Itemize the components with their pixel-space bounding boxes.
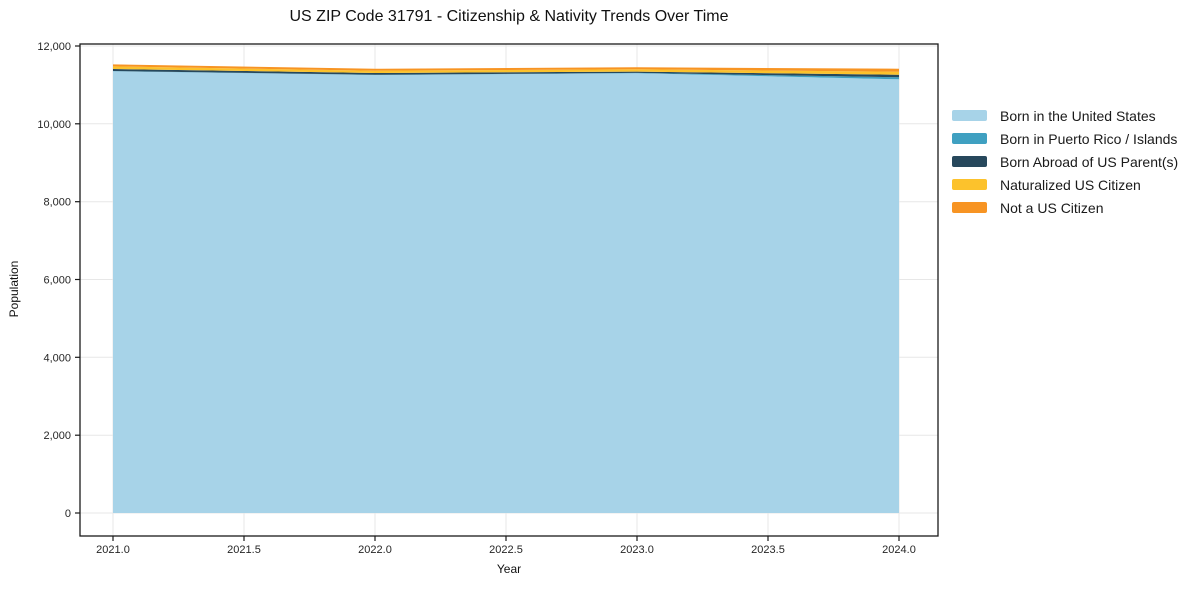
x-tick-label: 2022.5 (489, 544, 523, 556)
area-born-abroad-of-us-parent-s (113, 69, 899, 78)
x-tick-label: 2024.0 (882, 544, 916, 556)
chart-title: US ZIP Code 31791 - Citizenship & Nativi… (289, 8, 729, 25)
x-tick-label: 2023.0 (620, 544, 654, 556)
x-tick-label: 2021.5 (227, 544, 261, 556)
y-axis-label: Population (7, 260, 21, 318)
y-tick-label: 0 (65, 508, 71, 520)
plot-frame (79, 43, 939, 537)
legend-item-label: Born Abroad of US Parent(s) (1000, 153, 1179, 170)
legend-item: Not a US Citizen (952, 196, 1178, 219)
x-axis-ticks: 2021.0 2021.5 2022.0 2022.5 2023.0 2023.5 2024… (96, 536, 916, 556)
area-layers (113, 64, 899, 514)
legend-swatch (952, 133, 987, 144)
x-tick-label: 2022.0 (358, 544, 392, 556)
y-tick-label: 6,000 (43, 275, 71, 287)
legend-swatch (952, 110, 987, 121)
legend-item-label: Born in the United States (1000, 107, 1156, 124)
area-not-a-us-citizen (113, 64, 899, 72)
legend-item: Born in Puerto Rico / Islands (952, 127, 1178, 150)
legend-item-label: Not a US Citizen (1000, 199, 1104, 216)
x-tick-label: 2023.5 (751, 544, 785, 556)
legend-item-label: Born in Puerto Rico / Islands (1000, 130, 1178, 147)
y-tick-label: 4,000 (43, 352, 71, 364)
legend-swatch (952, 202, 987, 213)
area-naturalized-us-citizen (113, 66, 899, 75)
legend: Born in the United States Born in Puerto… (952, 104, 1178, 219)
x-axis-label: Year (496, 562, 522, 576)
legend-item: Born Abroad of US Parent(s) (952, 150, 1178, 173)
y-tick-label: 8,000 (43, 197, 71, 209)
area-born-in-the-united-states (113, 71, 899, 514)
legend-item: Naturalized US Citizen (952, 173, 1178, 196)
y-tick-label: 10,000 (37, 119, 71, 131)
legend-swatch (952, 179, 987, 190)
legend-item-label: Naturalized US Citizen (1000, 176, 1141, 193)
y-tick-label: 2,000 (43, 430, 71, 442)
y-tick-label: 12,000 (37, 41, 71, 53)
area-born-in-puerto-rico-islands (113, 71, 899, 80)
y-axis-ticks: 0 2,000 4,000 6,000 8,000 10,000 12,000 (37, 41, 80, 520)
legend-swatch (952, 156, 987, 167)
x-tick-label: 2021.0 (96, 544, 130, 556)
legend-item: Born in the United States (952, 104, 1178, 127)
